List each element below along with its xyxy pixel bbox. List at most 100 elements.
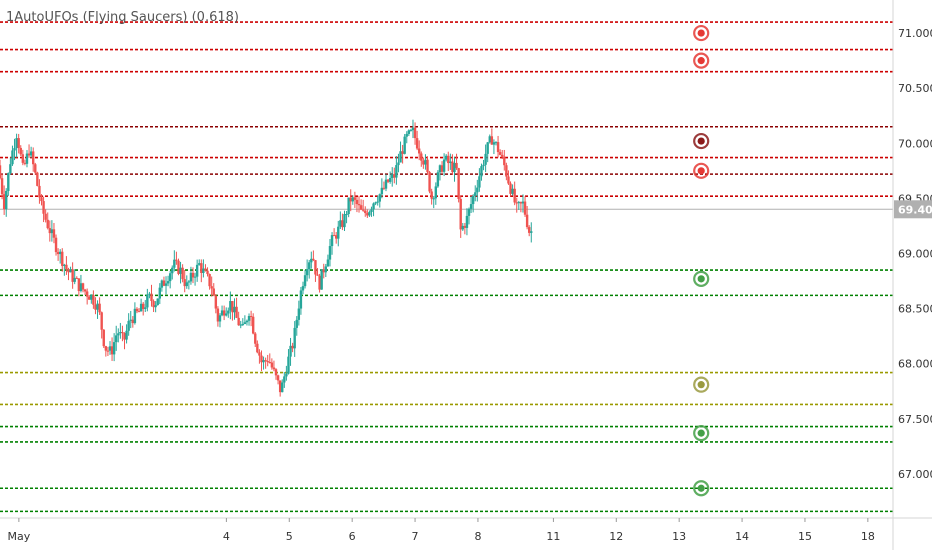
ufo-marker-ring <box>693 480 710 497</box>
ufo-marker-dot <box>697 29 705 37</box>
candle-body <box>127 320 130 331</box>
candle-body <box>334 235 338 239</box>
candle-body <box>320 269 323 290</box>
candle-body <box>171 267 174 274</box>
candle-body <box>318 275 321 290</box>
candle-body <box>357 204 361 206</box>
candle-body <box>401 151 404 154</box>
candle-body <box>426 159 429 173</box>
candle-body <box>183 279 186 287</box>
candle-body <box>100 312 103 330</box>
candle-body <box>397 162 400 166</box>
candle-body <box>189 272 193 282</box>
candle-body <box>146 294 149 308</box>
candle-body <box>324 266 328 273</box>
candle-body <box>63 264 66 266</box>
candle-body <box>256 343 259 353</box>
candle-body <box>264 360 267 362</box>
candle-body <box>519 202 523 204</box>
candle-body <box>177 260 180 274</box>
candle-body <box>115 335 118 343</box>
candle-body <box>430 191 433 199</box>
candle-body <box>112 342 116 355</box>
time-axis-tick-label: 12 <box>609 530 623 543</box>
time-axis-tick-label: May <box>7 530 30 543</box>
candle-body <box>260 355 263 363</box>
candle-body <box>36 172 39 186</box>
candle-body <box>44 213 47 220</box>
candle-body <box>251 316 255 334</box>
candle-body <box>444 155 448 160</box>
indicator-label: 1AutoUFOs (Flying Saucers) (0.618) <box>6 10 239 25</box>
candle-body <box>386 179 390 182</box>
candle-body <box>164 283 168 286</box>
candle-body <box>482 164 485 167</box>
price-axis-tick-label: 68.000 <box>898 358 932 371</box>
candle-body <box>90 295 93 300</box>
candle-body <box>494 142 498 144</box>
candle-body <box>492 142 496 145</box>
candle-body <box>455 162 458 169</box>
candle-body <box>175 259 178 261</box>
candle-body <box>158 287 161 299</box>
candle-body <box>98 303 101 313</box>
candle-body <box>206 270 209 275</box>
candle-body <box>200 263 203 273</box>
candle-body <box>198 263 201 265</box>
candle-body <box>220 310 224 316</box>
candle-body <box>405 133 408 137</box>
candle-body <box>65 264 68 270</box>
candle-body <box>301 286 305 291</box>
time-axis-tick-label: 6 <box>349 530 356 543</box>
candle-body <box>119 332 122 334</box>
candle-body <box>254 333 257 344</box>
candle-body <box>343 214 346 228</box>
candle-body <box>40 197 43 202</box>
candle-body <box>498 152 502 155</box>
candle-body <box>391 174 394 179</box>
candle-body <box>312 258 315 261</box>
candle-body <box>38 185 41 198</box>
candle-body <box>488 136 491 143</box>
candle-body <box>314 260 317 275</box>
candle-body <box>339 220 342 227</box>
candle-body <box>457 168 460 199</box>
candle-body <box>237 317 240 326</box>
candle-body <box>295 319 298 328</box>
candle-body <box>364 210 367 214</box>
candle-body <box>168 273 172 282</box>
last-price-badge <box>894 200 932 219</box>
candle-body <box>287 356 290 374</box>
candle-body <box>13 148 16 151</box>
candle-body <box>152 300 155 308</box>
candle-body <box>245 320 249 323</box>
ufo-marker-dot <box>697 137 705 145</box>
time-axis-tick-label: 4 <box>223 530 230 543</box>
candle-body <box>266 361 269 363</box>
candle-body <box>415 138 419 149</box>
candle-body <box>505 165 508 177</box>
time-axis-tick-label: 5 <box>286 530 293 543</box>
candle-body <box>212 288 215 296</box>
candle-body <box>438 165 442 173</box>
candle-body <box>25 153 29 164</box>
candle-body <box>395 165 398 178</box>
candle-body <box>447 155 450 164</box>
candle-body <box>432 198 435 200</box>
candle-body <box>285 373 288 377</box>
candle-body <box>281 382 284 393</box>
candle-body <box>249 316 253 318</box>
candle-body <box>372 203 375 210</box>
candle-body <box>351 197 354 202</box>
candle-body <box>310 258 313 263</box>
candle-body <box>222 310 226 316</box>
candle-body <box>185 282 188 287</box>
candle-body <box>88 296 91 300</box>
candle-body <box>0 178 4 195</box>
candle-body <box>384 179 388 189</box>
candle-body <box>179 267 182 274</box>
candle-body <box>27 153 31 156</box>
candle-body <box>366 213 369 216</box>
